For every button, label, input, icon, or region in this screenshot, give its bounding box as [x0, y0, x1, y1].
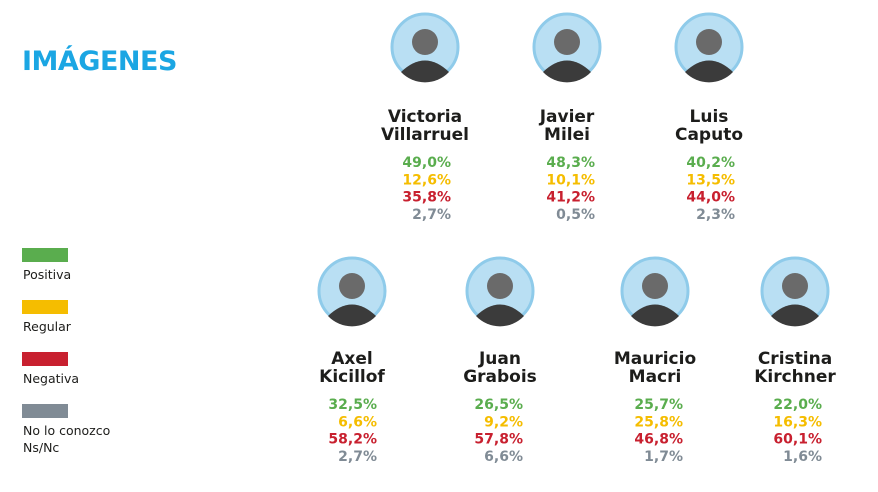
portrait-head: [412, 29, 438, 55]
percentage: 60,1%: [773, 432, 822, 448]
percentage: 2,7%: [412, 207, 451, 223]
person-name: Villarruel: [381, 125, 469, 145]
percentage: 1,6%: [783, 449, 822, 465]
portrait-head: [642, 273, 668, 299]
portrait-head: [339, 273, 365, 299]
percentage: 32,5%: [328, 397, 377, 413]
portrait-body: [771, 304, 819, 327]
portrait: [390, 12, 460, 83]
person-name: Kirchner: [754, 367, 836, 387]
portrait: [674, 12, 744, 83]
portrait: [532, 12, 602, 83]
percentage: 2,3%: [696, 207, 735, 223]
portrait: [620, 256, 690, 327]
person-name: Cristina: [758, 349, 832, 369]
portrait: [760, 256, 830, 327]
portrait-body: [631, 304, 679, 327]
percentage: 13,5%: [686, 172, 735, 188]
legend-swatch: [22, 300, 68, 314]
portrait-body: [328, 304, 376, 327]
person-name: Axel: [331, 349, 372, 369]
percentage: 26,5%: [474, 397, 523, 413]
person-name: Juan: [478, 349, 521, 369]
percentage: 1,7%: [644, 449, 683, 465]
percentage: 25,8%: [634, 414, 683, 430]
percentage: 49,0%: [402, 155, 451, 171]
legend-swatch: [22, 248, 68, 262]
person-name: Grabois: [463, 367, 537, 387]
percentage: 12,6%: [402, 172, 451, 188]
portrait-head: [696, 29, 722, 55]
person-name: Caputo: [675, 125, 743, 145]
percentage: 0,5%: [556, 207, 595, 223]
percentage: 10,1%: [546, 172, 595, 188]
portrait-body: [401, 60, 449, 83]
percentage: 2,7%: [338, 449, 377, 465]
portrait-head: [782, 273, 808, 299]
legend-label: Negativa: [23, 371, 79, 386]
legend-label-line: No lo conozco: [23, 423, 110, 438]
person-name: Victoria: [388, 107, 462, 127]
percentage: 35,8%: [402, 190, 451, 206]
portrait: [317, 256, 387, 327]
legend-label: No lo conozco Ns/Nc: [23, 423, 110, 455]
person-name: Kicillof: [319, 367, 385, 387]
percentage: 48,3%: [546, 155, 595, 171]
person-name: Luis: [690, 107, 729, 127]
person-name: Macri: [629, 367, 682, 387]
percentage: 57,8%: [474, 432, 523, 448]
percentage: 46,8%: [634, 432, 683, 448]
portrait-body: [476, 304, 524, 327]
percentage: 22,0%: [773, 397, 822, 413]
portrait-head: [554, 29, 580, 55]
portrait-head: [487, 273, 513, 299]
person-name: Javier: [539, 107, 595, 127]
title: IMÁGENES: [22, 45, 177, 77]
legend-label: Regular: [23, 319, 72, 334]
percentage: 40,2%: [686, 155, 735, 171]
portrait: [465, 256, 535, 327]
portrait-body: [685, 60, 733, 83]
legend-label: Positiva: [23, 267, 71, 282]
percentage: 44,0%: [686, 190, 735, 206]
legend-swatch: [22, 404, 68, 418]
portrait-body: [543, 60, 591, 83]
percentage: 9,2%: [484, 414, 523, 430]
percentage: 58,2%: [328, 432, 377, 448]
percentage: 16,3%: [773, 414, 822, 430]
person-name: Mauricio: [614, 349, 696, 369]
person-name: Milei: [544, 125, 590, 145]
percentage: 6,6%: [484, 449, 523, 465]
legend-label-line: Ns/Nc: [23, 440, 59, 455]
percentage: 25,7%: [634, 397, 683, 413]
legend-swatch: [22, 352, 68, 366]
percentage: 41,2%: [546, 190, 595, 206]
percentage: 6,6%: [338, 414, 377, 430]
